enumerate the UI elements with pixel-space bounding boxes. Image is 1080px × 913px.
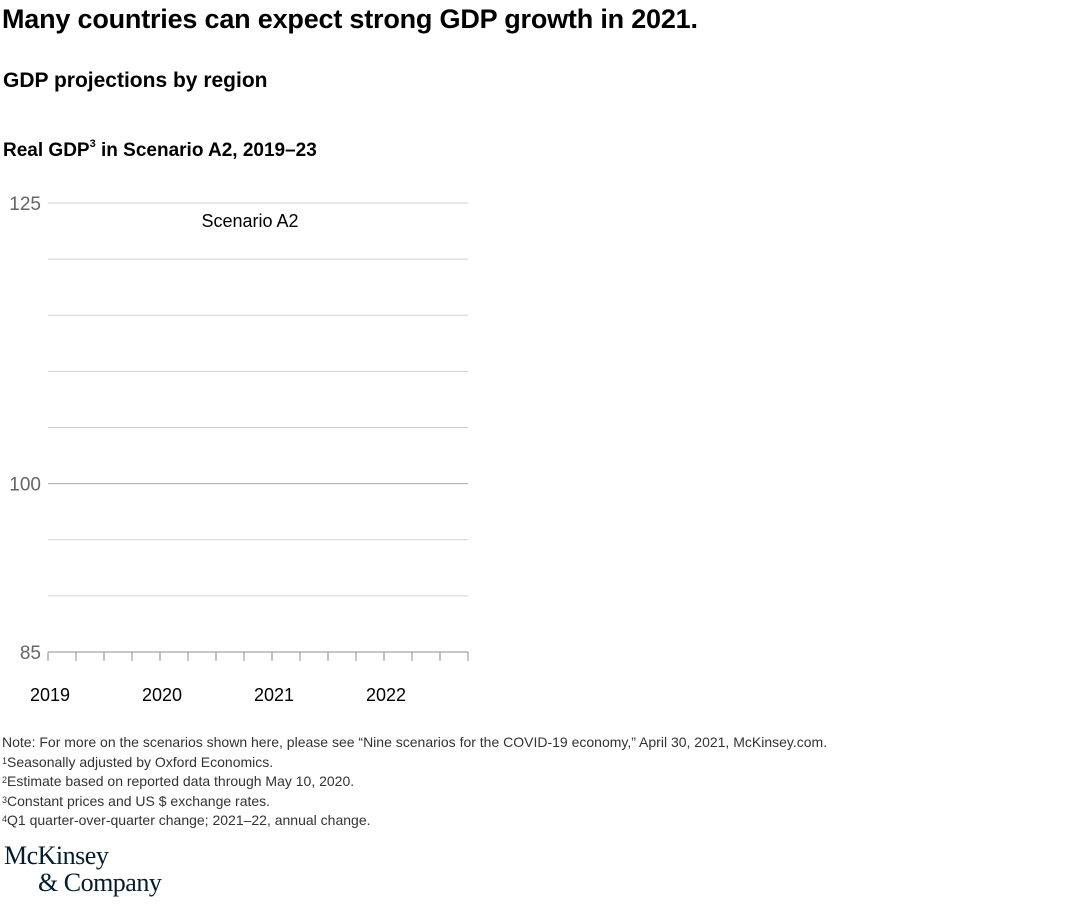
x-tick-label: 2021	[254, 685, 294, 705]
gdp-line-chart: 125 100 85 2019 2020 2021 2022 Scenario A2	[9, 194, 469, 705]
footnote-marker: 1	[2, 755, 8, 766]
footnote-marker: 4	[2, 814, 8, 824]
logo-line-1: McKinsey	[4, 841, 109, 870]
y-tick-label: 100	[9, 475, 41, 496]
logo-line-2: & Company	[38, 868, 162, 897]
footnote-text: Q1 quarter-over-quarter change; 2021–22,…	[7, 812, 371, 828]
footnote-text: Constant prices and US $ exchange rates.	[7, 792, 271, 809]
footnotes: Note: For more on the scenarios shown he…	[2, 733, 827, 831]
chart-title-footnote-ref: 3	[89, 138, 96, 150]
footnote-3: 3Constant prices and US $ exchange rates…	[2, 792, 827, 812]
footnote-2: 2Estimate based on reported data through…	[2, 772, 827, 792]
footnote-marker: 3	[2, 794, 8, 805]
x-tick-label: 2022	[366, 685, 406, 705]
headline: Many countries can expect strong GDP gro…	[2, 4, 698, 34]
y-tick-label: 85	[20, 643, 41, 664]
chart-title-text: Real GDP	[3, 140, 90, 161]
chart-title-suffix: in Scenario A2, 2019–23	[95, 140, 317, 161]
footnote-4: 4Q1 quarter-over-quarter change; 2021–22…	[2, 811, 827, 831]
footnote-text: Seasonally adjusted by Oxford Economics.	[7, 753, 274, 770]
x-tick-label: 2019	[30, 685, 70, 705]
chart-title: Real GDP3 in Scenario A2, 2019–23	[3, 138, 317, 162]
mckinsey-logo: McKinsey & Company	[4, 841, 162, 897]
footnote-note: Note: For more on the scenarios shown he…	[2, 733, 827, 753]
scenario-annotation: Scenario A2	[201, 211, 298, 231]
chart-subtitle: GDP projections by region	[3, 69, 268, 92]
footnote-1: 1Seasonally adjusted by Oxford Economics…	[2, 753, 827, 773]
y-tick-label: 125	[9, 194, 41, 215]
footnote-text: Estimate based on reported data through …	[7, 773, 355, 789]
x-tick-label: 2020	[142, 685, 182, 705]
footnote-marker: 2	[2, 775, 8, 785]
footnote-text: Note: For more on the scenarios shown he…	[2, 734, 828, 750]
